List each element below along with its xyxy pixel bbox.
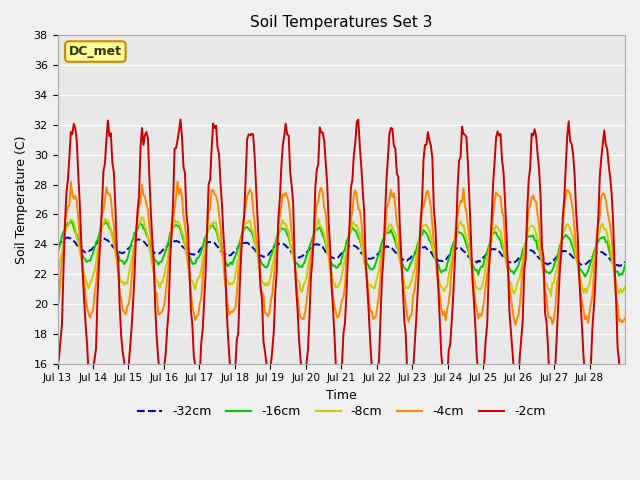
X-axis label: Time: Time bbox=[326, 389, 356, 402]
Y-axis label: Soil Temperature (C): Soil Temperature (C) bbox=[15, 135, 28, 264]
Legend: -32cm, -16cm, -8cm, -4cm, -2cm: -32cm, -16cm, -8cm, -4cm, -2cm bbox=[132, 400, 550, 423]
Title: Soil Temperatures Set 3: Soil Temperatures Set 3 bbox=[250, 15, 433, 30]
Text: DC_met: DC_met bbox=[69, 45, 122, 58]
